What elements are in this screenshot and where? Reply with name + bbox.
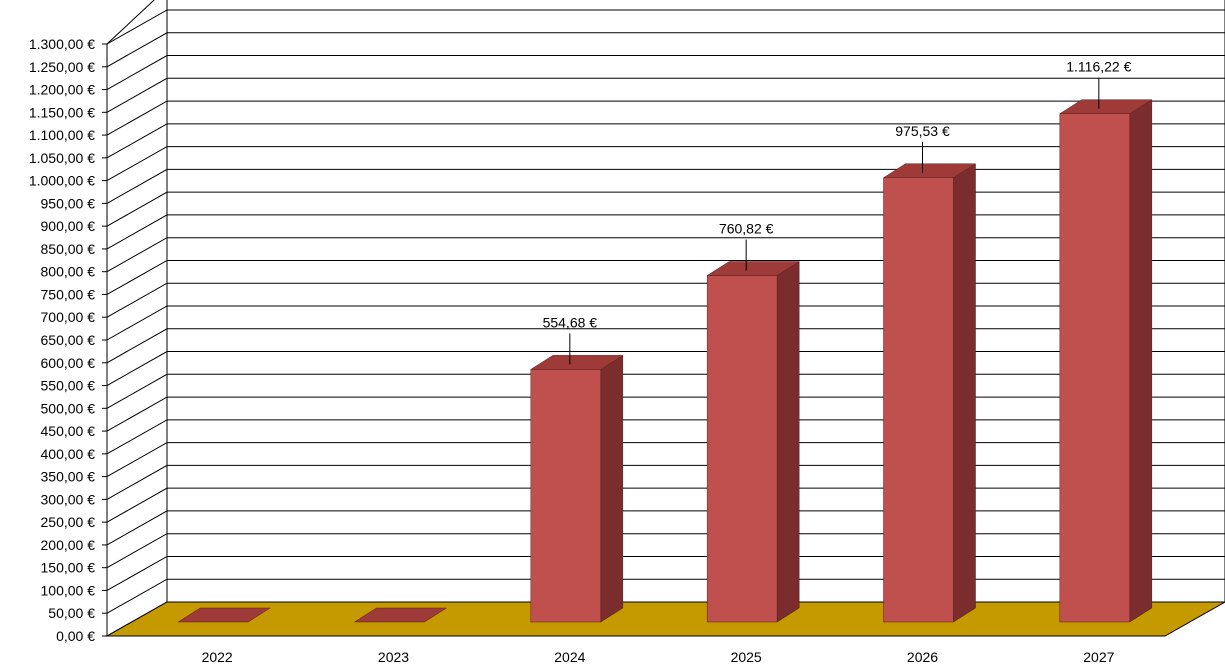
gridline <box>106 259 1225 295</box>
y-axis-tick-label: 550,00 € <box>41 378 96 394</box>
y-axis-tick-label: 400,00 € <box>41 446 96 462</box>
gridline <box>106 328 1225 364</box>
data-label: 1.116,22 € <box>1066 59 1131 75</box>
data-labels: 554,68 € 760,82 € 975,53 € 1.116,22 € <box>543 59 1132 365</box>
y-axis-tick-label: 100,00 € <box>41 582 96 598</box>
y-axis-tick-label: 600,00 € <box>41 355 96 371</box>
gridline <box>106 9 1225 45</box>
y-axis-tick-label: 1.000,00 € <box>29 173 95 189</box>
y-axis-tick-label: 300,00 € <box>41 491 96 507</box>
x-axis-tick-label: 2027 <box>1083 649 1114 665</box>
bar-top <box>882 163 977 179</box>
y-axis-tick-label: 200,00 € <box>41 537 96 553</box>
y-axis-tick-label: 1.050,00 € <box>29 150 95 166</box>
gridline <box>106 123 1225 159</box>
data-label: 554,68 € <box>543 314 598 330</box>
gridline <box>106 419 1225 455</box>
gridline <box>106 373 1225 409</box>
y-axis-tick-label: 450,00 € <box>41 423 96 439</box>
gridline <box>106 442 1225 478</box>
gridline <box>106 32 1225 68</box>
gridline <box>106 578 1225 614</box>
floor <box>105 601 1225 637</box>
x-axis-tick-label: 2022 <box>202 649 233 665</box>
gridline <box>106 510 1225 546</box>
y-axis-tick-labels: 0,00 € 50,00 € 100,00 € 150,00 € 200,00 € 250… <box>29 36 107 644</box>
x-axis-tick-label: 2024 <box>554 649 585 665</box>
gridline <box>106 487 1225 523</box>
y-axis-tick-label: 500,00 € <box>41 400 96 416</box>
x-axis-tick-label: 2025 <box>731 649 762 665</box>
y-axis-tick-label: 800,00 € <box>41 264 96 280</box>
y-axis-tick-label: 150,00 € <box>41 560 96 576</box>
bar-top <box>1058 99 1153 114</box>
gridline <box>106 100 1225 136</box>
y-axis-tick-label: 0,00 € <box>56 628 95 644</box>
gridline <box>106 533 1225 569</box>
gridline <box>106 555 1225 591</box>
bar-side <box>776 261 800 623</box>
bar-top <box>353 607 448 623</box>
y-axis-tick-label: 1.200,00 € <box>29 82 95 98</box>
bar-front <box>706 275 778 623</box>
gridline <box>106 77 1225 113</box>
gridline <box>106 396 1225 432</box>
gridline <box>106 464 1225 500</box>
bar-front <box>883 177 954 623</box>
gridline <box>106 351 1225 386</box>
gridline <box>106 55 1225 90</box>
bar-top <box>529 355 624 370</box>
x-axis-tick-label: 2023 <box>378 649 409 665</box>
chart-floor <box>105 601 1225 637</box>
bar-top <box>177 607 272 623</box>
y-axis-tick-label: 650,00 € <box>41 332 96 348</box>
data-label: 760,82 € <box>719 221 774 237</box>
bar-side <box>953 163 976 623</box>
x-axis-tick-label: 2026 <box>907 649 938 665</box>
chart-walls <box>106 0 1225 637</box>
gridline <box>106 214 1225 250</box>
y-axis-tick-label: 250,00 € <box>41 514 96 530</box>
gridline <box>106 191 1225 227</box>
bars <box>177 99 1153 623</box>
gridline <box>106 146 1225 182</box>
gridline <box>106 168 1225 204</box>
bar-top <box>706 261 801 276</box>
y-axis-tick-label: 850,00 € <box>41 241 96 257</box>
y-axis-tick-label: 1.300,00 € <box>29 36 95 52</box>
y-axis-tick-label: 950,00 € <box>41 195 96 211</box>
y-axis-tick-label: 350,00 € <box>41 469 96 485</box>
data-label: 975,53 € <box>895 123 950 139</box>
gridline <box>106 282 1225 318</box>
bar-side <box>1129 99 1153 623</box>
bar-front <box>1059 113 1131 623</box>
gridline <box>106 237 1225 273</box>
y-axis-tick-label: 1.150,00 € <box>29 104 95 120</box>
y-axis-tick-label: 50,00 € <box>48 605 95 621</box>
gridline <box>106 305 1225 341</box>
y-axis-tick-label: 900,00 € <box>41 218 96 234</box>
y-axis-tick-label: 1.250,00 € <box>29 59 95 75</box>
bar-front <box>530 369 602 623</box>
y-axis-tick-label: 750,00 € <box>41 286 96 302</box>
y-axis-tick-label: 1.100,00 € <box>29 127 95 143</box>
bar-side <box>600 354 624 623</box>
y-axis-tick-label: 700,00 € <box>41 309 96 325</box>
x-axis-tick-labels: 2022 2023 2024 2025 2026 2027 <box>202 649 1115 665</box>
